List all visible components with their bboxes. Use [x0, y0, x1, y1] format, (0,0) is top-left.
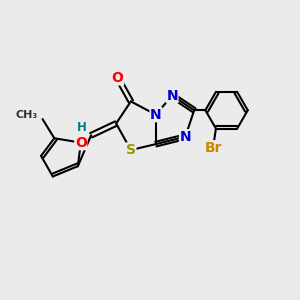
Text: N: N [179, 130, 191, 144]
Text: Br: Br [204, 141, 222, 155]
Text: CH₃: CH₃ [16, 110, 38, 120]
Text: O: O [75, 136, 87, 150]
Text: N: N [166, 88, 178, 103]
Text: H: H [77, 122, 87, 134]
Text: O: O [112, 71, 124, 85]
Text: S: S [126, 143, 136, 157]
Text: N: N [150, 108, 162, 122]
